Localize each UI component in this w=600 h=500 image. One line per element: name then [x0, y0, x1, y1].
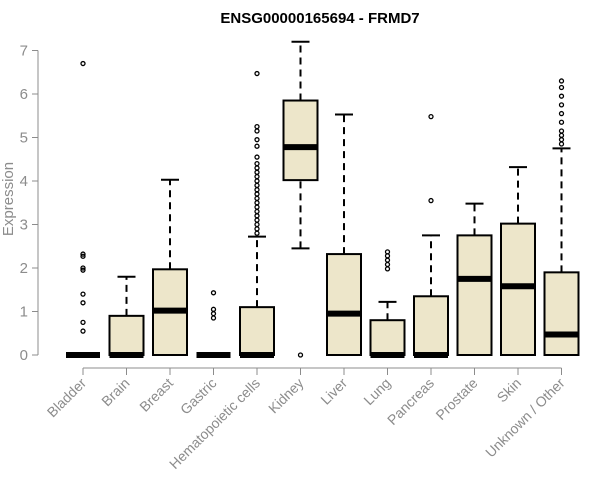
outlier-point — [254, 173, 260, 180]
outlier-point — [80, 253, 86, 259]
outlier-point — [254, 178, 260, 184]
outlier-point — [254, 169, 260, 175]
outlier-point — [80, 328, 86, 334]
x-tick-label: Prostate — [432, 375, 480, 423]
outlier-point — [254, 137, 260, 143]
x-tick-label: Kidney — [265, 375, 307, 417]
y-axis-label: Expression — [0, 162, 17, 236]
y-tick-label: 2 — [20, 260, 28, 277]
outlier-point — [384, 253, 391, 259]
x-tick-label: Liver — [317, 375, 350, 408]
box — [456, 234, 493, 356]
outlier-point — [254, 226, 260, 232]
outlier-point — [384, 257, 391, 263]
box-group-gastric — [196, 290, 231, 358]
outlier-point — [254, 208, 260, 215]
outlier-point — [254, 182, 260, 189]
outlier-point — [254, 230, 260, 236]
outlier-point — [80, 265, 86, 271]
outlier-point — [254, 165, 260, 171]
outlier-point — [210, 311, 217, 317]
outlier-point — [254, 217, 260, 223]
outlier-point — [254, 213, 260, 219]
outlier-point — [558, 102, 565, 108]
box-group-hematopoietic-cells — [239, 70, 275, 358]
outlier-point — [558, 110, 565, 117]
outlier-point — [210, 315, 217, 321]
outlier-point — [558, 128, 565, 134]
outlier-point — [558, 78, 565, 84]
outlier-point — [254, 195, 260, 202]
y-tick-label: 5 — [20, 130, 28, 147]
y-tick-label: 3 — [20, 217, 28, 234]
x-tick-label: Bladder — [44, 375, 90, 421]
box — [108, 314, 145, 357]
box-group-kidney — [282, 40, 319, 358]
box — [413, 295, 449, 356]
box — [326, 253, 362, 356]
x-tick-label: Pancreas — [384, 375, 437, 428]
box-group-skin — [500, 166, 536, 356]
y-tick-label: 1 — [20, 304, 28, 321]
box-group-prostate — [456, 202, 493, 356]
outlier-point — [254, 143, 260, 149]
outlier-point — [428, 197, 434, 204]
x-tick-label: Brain — [98, 375, 132, 409]
outlier-point — [254, 204, 260, 210]
x-tick-label: Gastric — [177, 375, 220, 418]
y-tick-label: 7 — [20, 43, 28, 60]
outlier-point — [254, 70, 260, 77]
x-tick-label: Skin — [494, 375, 525, 406]
outlier-point — [254, 160, 260, 167]
outlier-point — [254, 191, 260, 197]
outlier-point — [80, 267, 86, 273]
y-tick-label: 6 — [20, 86, 28, 103]
box — [239, 306, 275, 356]
outlier-point — [297, 352, 304, 358]
outlier-point — [80, 319, 86, 326]
x-tick-label: Unknown / Other — [482, 375, 568, 461]
outlier-point — [428, 113, 434, 120]
box-group-liver — [326, 113, 362, 356]
outlier-point — [80, 291, 86, 297]
outlier-point — [558, 93, 565, 99]
outlier-point — [210, 306, 217, 312]
x-tick-label: Breast — [136, 375, 176, 415]
outlier-point — [80, 60, 86, 67]
box-group-unknown-other — [543, 78, 580, 357]
box-group-breast — [152, 178, 188, 356]
outlier-point — [210, 290, 217, 296]
chart-title: ENSG00000165694 - FRMD7 — [220, 10, 419, 27]
box — [543, 271, 580, 357]
x-tick-label: Lung — [360, 375, 393, 408]
box — [282, 99, 319, 182]
outlier-point — [254, 200, 260, 206]
box-group-bladder — [66, 60, 100, 358]
y-tick-label: 0 — [20, 347, 28, 364]
outlier-point — [558, 119, 565, 125]
outlier-point — [254, 221, 260, 228]
outlier-point — [558, 132, 565, 138]
box-group-brain — [108, 275, 145, 358]
box-group-pancreas — [413, 113, 449, 358]
outlier-point — [558, 137, 565, 143]
box-group-lung — [369, 249, 406, 358]
outlier-point — [80, 251, 86, 257]
plot-area — [66, 40, 580, 358]
outlier-point — [254, 123, 260, 130]
outlier-point — [254, 187, 260, 193]
outlier-point — [558, 84, 565, 91]
outlier-point — [254, 128, 260, 134]
outlier-point — [80, 300, 86, 306]
y-tick-label: 4 — [20, 173, 28, 190]
outlier-point — [384, 266, 391, 272]
outlier-point — [558, 141, 565, 147]
outlier-point — [384, 261, 391, 268]
box — [500, 222, 536, 356]
outlier-point — [254, 154, 260, 160]
box — [369, 319, 406, 357]
